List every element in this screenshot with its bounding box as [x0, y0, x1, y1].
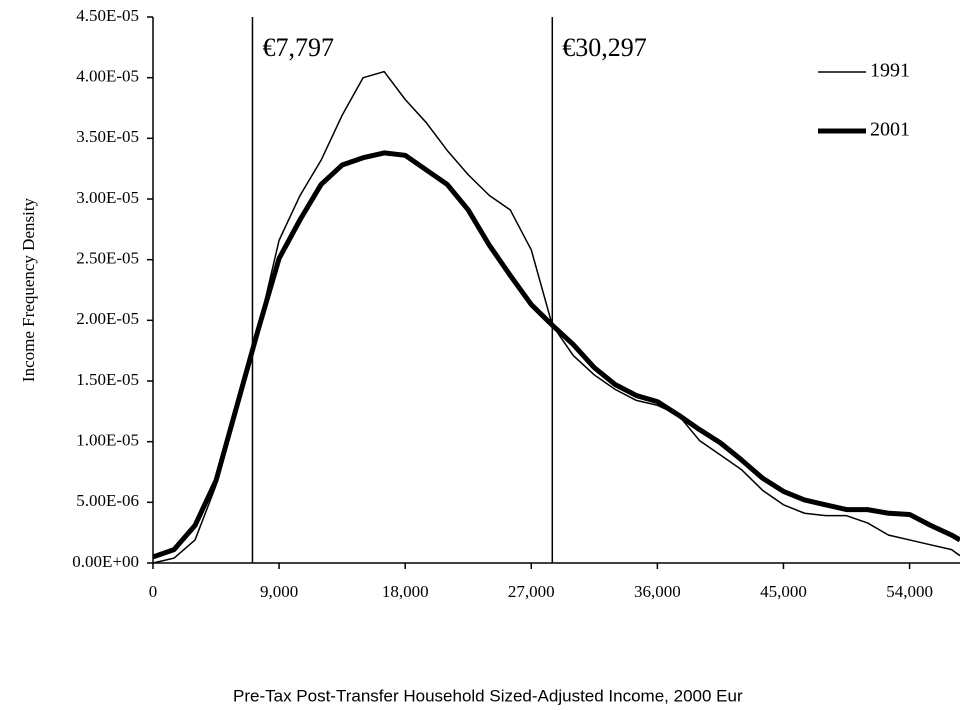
series-line — [152, 150, 960, 560]
x-axis-title: Pre-Tax Post-Transfer Household Sized-Ad… — [233, 686, 743, 705]
x-tick-label: 27,000 — [508, 582, 555, 601]
y-tick-label: 4.00E-05 — [76, 67, 139, 86]
x-tick-label: 54,000 — [886, 582, 933, 601]
x-tick-label: 45,000 — [760, 582, 807, 601]
x-tick-label: 36,000 — [634, 582, 681, 601]
y-tick-label: 2.50E-05 — [76, 249, 139, 268]
y-tick-label: 5.00E-06 — [76, 491, 139, 510]
y-tick-label: 0.00E+00 — [72, 552, 139, 571]
y-tick-label: 2.00E-05 — [76, 309, 139, 328]
annotation: €7,797 — [262, 33, 334, 62]
y-tick-label: 1.50E-05 — [76, 370, 139, 389]
y-tick-label: 3.50E-05 — [76, 127, 139, 146]
legend-label: 2001 — [870, 119, 910, 141]
x-tick-label: 0 — [149, 582, 158, 601]
series-line — [152, 70, 960, 564]
legend-label: 1991 — [870, 60, 910, 82]
annotation: €30,297 — [562, 33, 647, 62]
y-tick-label: 1.00E-05 — [76, 431, 139, 450]
y-tick-label: 4.50E-05 — [76, 6, 139, 25]
x-tick-label: 9,000 — [260, 582, 298, 601]
x-tick-label: 18,000 — [382, 582, 429, 601]
y-tick-label: 3.00E-05 — [76, 188, 139, 207]
y-axis-title: Income Frequency Density — [19, 197, 38, 382]
